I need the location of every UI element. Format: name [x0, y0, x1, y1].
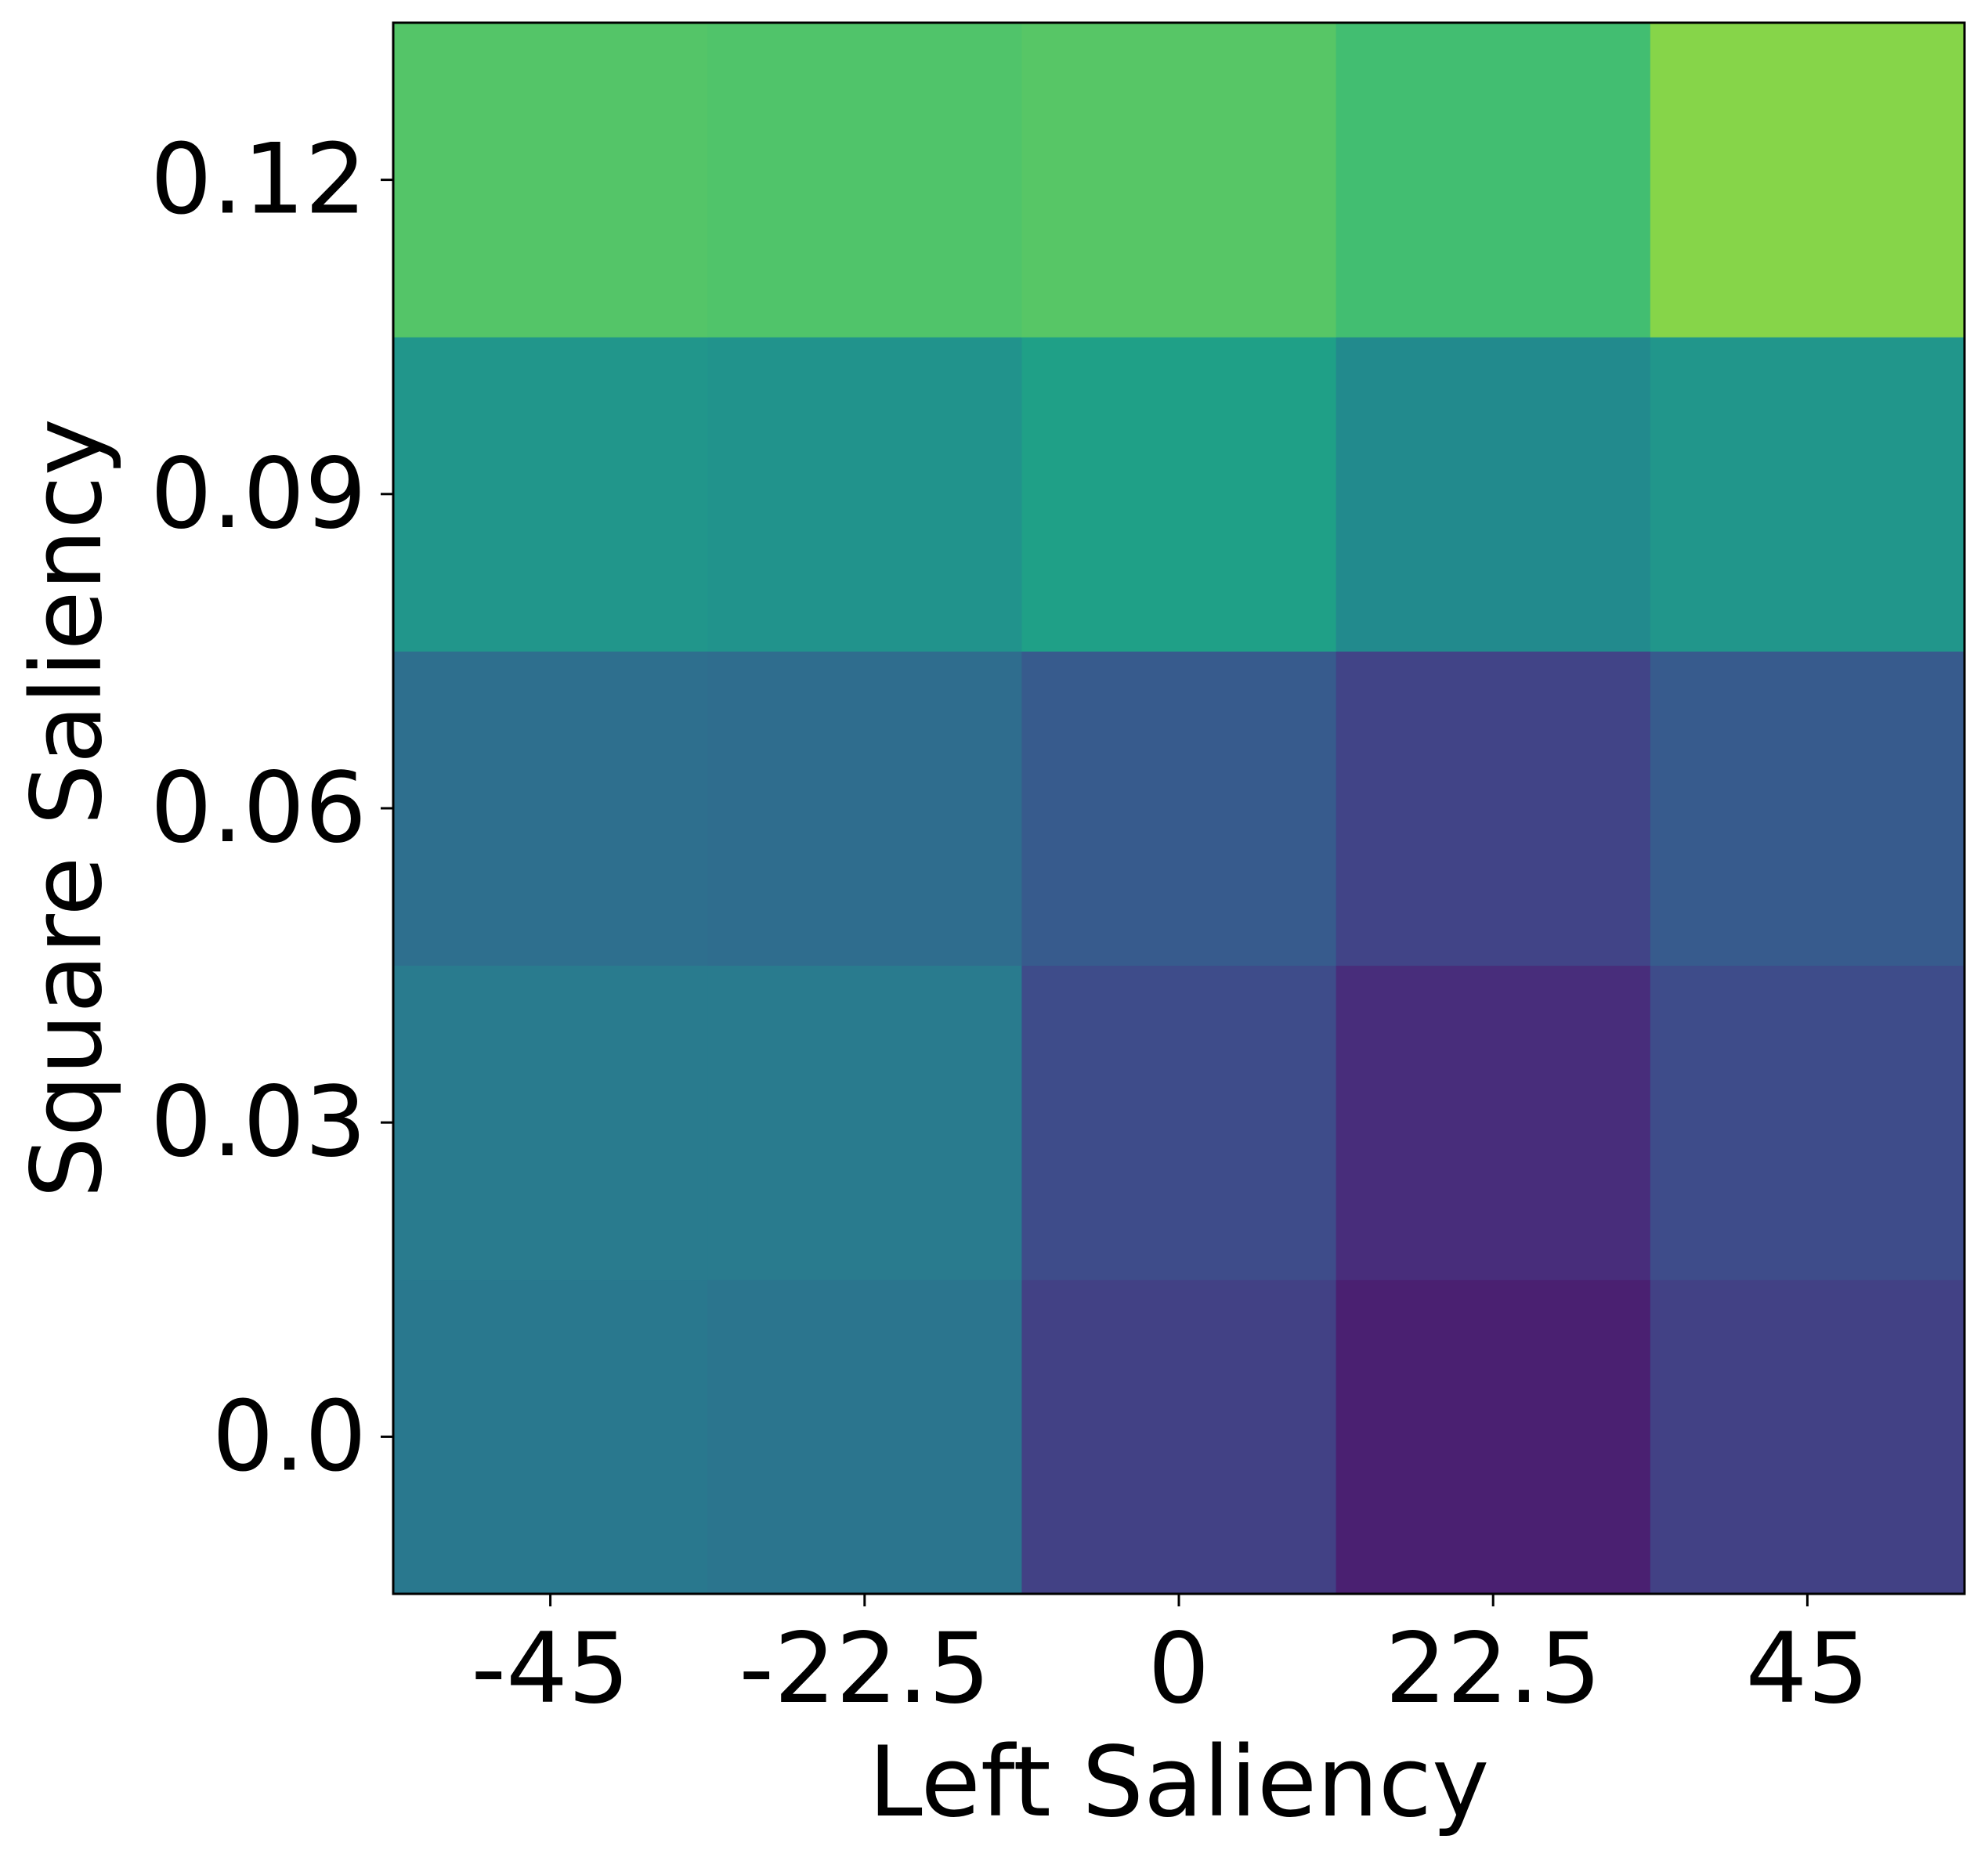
heatmap-cell-0-2 [1021, 1279, 1337, 1595]
y-tick-label: 0.09 [150, 438, 367, 551]
heatmap-cell-0-4 [1650, 1279, 1965, 1595]
y-tick-label: 0.03 [150, 1066, 367, 1179]
heatmap-cell-2-4 [1650, 651, 1965, 966]
x-axis: -45 -22.5 0 22.5 45 [471, 1594, 1869, 1725]
y-tick-label: 0.06 [150, 752, 367, 865]
heatmap-cell-0-3 [1336, 1279, 1651, 1595]
heatmap-cell-4-4 [1650, 23, 1965, 338]
heatmap-cell-4-1 [707, 23, 1022, 338]
heatmap-cell-3-2 [1021, 337, 1337, 652]
x-axis-label: Left Saliency [869, 1726, 1490, 1839]
x-tick-label: -45 [471, 1613, 630, 1725]
y-axis: 0.0 0.03 0.06 0.09 0.12 [150, 124, 393, 1493]
heatmap-cell-3-0 [393, 337, 708, 652]
heatmap-cell-4-3 [1336, 23, 1651, 338]
heatmap-cell-4-2 [1021, 23, 1337, 338]
heatmap-cell-2-2 [1021, 651, 1337, 966]
heatmap-cell-3-3 [1336, 337, 1651, 652]
y-axis-label: Square Saliency [11, 418, 124, 1198]
heatmap-cell-4-0 [393, 23, 708, 338]
heatmap-cells [393, 23, 1965, 1595]
x-tick-label: 45 [1746, 1613, 1870, 1725]
heatmap-cell-0-1 [707, 1279, 1022, 1595]
heatmap-cell-3-1 [707, 337, 1022, 652]
heatmap-cell-1-2 [1021, 965, 1337, 1281]
x-tick-label: 0 [1148, 1613, 1210, 1725]
heatmap-cell-0-0 [393, 1279, 708, 1595]
heatmap-cell-2-0 [393, 651, 708, 966]
heatmap-cell-1-1 [707, 965, 1022, 1281]
heatmap-cell-2-3 [1336, 651, 1651, 966]
heatmap-cell-3-4 [1650, 337, 1965, 652]
x-tick-label: 22.5 [1385, 1613, 1601, 1725]
y-tick-label: 0.12 [150, 124, 367, 237]
heatmap-cell-1-3 [1336, 965, 1651, 1281]
heatmap-cell-1-0 [393, 965, 708, 1281]
y-tick-label: 0.0 [212, 1380, 367, 1493]
x-tick-label: -22.5 [739, 1613, 990, 1725]
heatmap-cell-1-4 [1650, 965, 1965, 1281]
heatmap-cell-2-1 [707, 651, 1022, 966]
